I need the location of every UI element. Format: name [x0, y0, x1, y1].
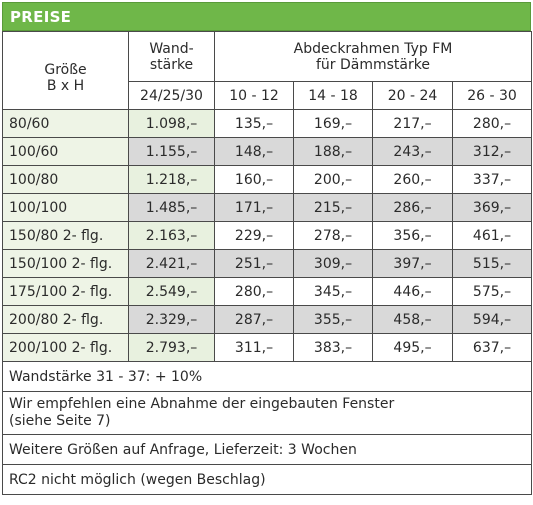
- size-cell: 80/60: [2, 109, 129, 138]
- size-cell: 175/100 2- flg.: [2, 277, 129, 306]
- frame-price-cell: 160,–: [214, 165, 294, 194]
- frame-price-cell: 495,–: [372, 333, 453, 362]
- size-header-line2: B x H: [46, 77, 85, 94]
- frame-price-cell: 200,–: [293, 165, 373, 194]
- frame-col-header: 26 - 30: [452, 81, 532, 110]
- wall-header: Wand- stärke: [128, 31, 215, 82]
- frame-price-cell: 280,–: [452, 109, 532, 138]
- wall-price-cell: 2.793,–: [128, 333, 215, 362]
- frame-price-cell: 446,–: [372, 277, 453, 306]
- wall-price-cell: 2.329,–: [128, 305, 215, 334]
- table-row: 100/80 1.218,– 160,– 200,– 260,– 337,–: [2, 165, 532, 194]
- size-cell: 150/100 2- flg.: [2, 249, 129, 278]
- table-row: 200/100 2- flg. 2.793,– 311,– 383,– 495,…: [2, 333, 532, 362]
- wall-header-line1: Wand-: [149, 40, 194, 57]
- frame-price-cell: 575,–: [452, 277, 532, 306]
- size-cell: 200/100 2- flg.: [2, 333, 129, 362]
- frame-price-cell: 345,–: [293, 277, 373, 306]
- price-table-container: PREISE Größe B x H Wand- stärke Abdeckra…: [2, 2, 532, 495]
- frame-price-cell: 217,–: [372, 109, 453, 138]
- size-cell: 100/80: [2, 165, 129, 194]
- frame-price-cell: 309,–: [293, 249, 373, 278]
- frame-price-cell: 148,–: [214, 137, 294, 166]
- table-row: 175/100 2- flg. 2.549,– 280,– 345,– 446,…: [2, 277, 532, 306]
- frame-col-header: 10 - 12: [214, 81, 294, 110]
- size-cell: 100/60: [2, 137, 129, 166]
- frame-price-cell: 135,–: [214, 109, 294, 138]
- note-row: RC2 nicht möglich (wegen Beschlag): [2, 464, 532, 495]
- frame-col-header: 20 - 24: [372, 81, 453, 110]
- note-row: Weitere Größen auf Anfrage, Lieferzeit: …: [2, 434, 532, 465]
- header-row-sub: 24/25/30 10 - 12 14 - 18 20 - 24 26 - 30: [3, 81, 532, 110]
- size-header-line1: Größe: [44, 61, 87, 78]
- note-recommendation-line2: (siehe Seite 7): [9, 413, 111, 429]
- price-table: Größe B x H Wand- stärke Abdeckrahmen Ty…: [2, 31, 532, 495]
- wall-price-cell: 1.098,–: [128, 109, 215, 138]
- table-row: 200/80 2- flg. 2.329,– 287,– 355,– 458,–…: [2, 305, 532, 334]
- note-row: Wir empfehlen eine Abnahme der eingebaut…: [2, 391, 532, 435]
- frame-price-cell: 171,–: [214, 193, 294, 222]
- frame-price-cell: 188,–: [293, 137, 373, 166]
- frame-price-cell: 458,–: [372, 305, 453, 334]
- frame-col-header: 14 - 18: [293, 81, 373, 110]
- frame-price-cell: 355,–: [293, 305, 373, 334]
- table-row: 150/100 2- flg. 2.421,– 251,– 309,– 397,…: [2, 249, 532, 278]
- frame-price-cell: 397,–: [372, 249, 453, 278]
- wall-price-cell: 2.163,–: [128, 221, 215, 250]
- note-rc2: RC2 nicht möglich (wegen Beschlag): [2, 464, 532, 495]
- frame-price-cell: 369,–: [452, 193, 532, 222]
- frame-price-cell: 169,–: [293, 109, 373, 138]
- wall-price-cell: 2.549,–: [128, 277, 215, 306]
- frame-price-cell: 287,–: [214, 305, 294, 334]
- wall-header-line2: stärke: [149, 56, 194, 73]
- frame-price-cell: 278,–: [293, 221, 373, 250]
- frame-price-cell: 215,–: [293, 193, 373, 222]
- wall-sub-header: 24/25/30: [128, 81, 215, 110]
- note-recommendation: Wir empfehlen eine Abnahme der eingebaut…: [2, 391, 532, 435]
- frame-price-cell: 461,–: [452, 221, 532, 250]
- wall-price-cell: 1.218,–: [128, 165, 215, 194]
- size-header: Größe B x H: [2, 31, 129, 110]
- header-row-top: Größe B x H Wand- stärke Abdeckrahmen Ty…: [2, 31, 532, 110]
- frame-price-cell: 251,–: [214, 249, 294, 278]
- frame-price-cell: 312,–: [452, 137, 532, 166]
- table-row: 80/60 1.098,– 135,– 169,– 217,– 280,–: [2, 109, 532, 138]
- wall-price-cell: 2.421,–: [128, 249, 215, 278]
- size-cell: 150/80 2- flg.: [2, 221, 129, 250]
- table-row: 100/60 1.155,– 148,– 188,– 243,– 312,–: [2, 137, 532, 166]
- table-title: PREISE: [2, 2, 531, 31]
- note-row: Wandstärke 31 - 37: + 10%: [2, 361, 532, 392]
- frame-price-cell: 311,–: [214, 333, 294, 362]
- frame-price-cell: 337,–: [452, 165, 532, 194]
- frame-price-cell: 383,–: [293, 333, 373, 362]
- frame-header-line2: für Dämmstärke: [316, 56, 430, 73]
- wall-price-cell: 1.485,–: [128, 193, 215, 222]
- frame-price-cell: 356,–: [372, 221, 453, 250]
- note-recommendation-line1: Wir empfehlen eine Abnahme der eingebaut…: [9, 396, 395, 412]
- wall-price-cell: 1.155,–: [128, 137, 215, 166]
- frame-header: Abdeckrahmen Typ FM für Dämmstärke: [214, 31, 532, 82]
- frame-price-cell: 515,–: [452, 249, 532, 278]
- frame-price-cell: 286,–: [372, 193, 453, 222]
- table-row: 100/100 1.485,– 171,– 215,– 286,– 369,–: [2, 193, 532, 222]
- note-wall-surcharge: Wandstärke 31 - 37: + 10%: [2, 361, 532, 392]
- size-cell: 200/80 2- flg.: [2, 305, 129, 334]
- frame-price-cell: 229,–: [214, 221, 294, 250]
- size-cell: 100/100: [2, 193, 129, 222]
- frame-price-cell: 637,–: [452, 333, 532, 362]
- frame-price-cell: 280,–: [214, 277, 294, 306]
- frame-header-line1: Abdeckrahmen Typ FM: [293, 40, 453, 57]
- note-other-sizes: Weitere Größen auf Anfrage, Lieferzeit: …: [2, 434, 532, 465]
- frame-price-cell: 594,–: [452, 305, 532, 334]
- frame-price-cell: 243,–: [372, 137, 453, 166]
- frame-price-cell: 260,–: [372, 165, 453, 194]
- table-row: 150/80 2- flg. 2.163,– 229,– 278,– 356,–…: [2, 221, 532, 250]
